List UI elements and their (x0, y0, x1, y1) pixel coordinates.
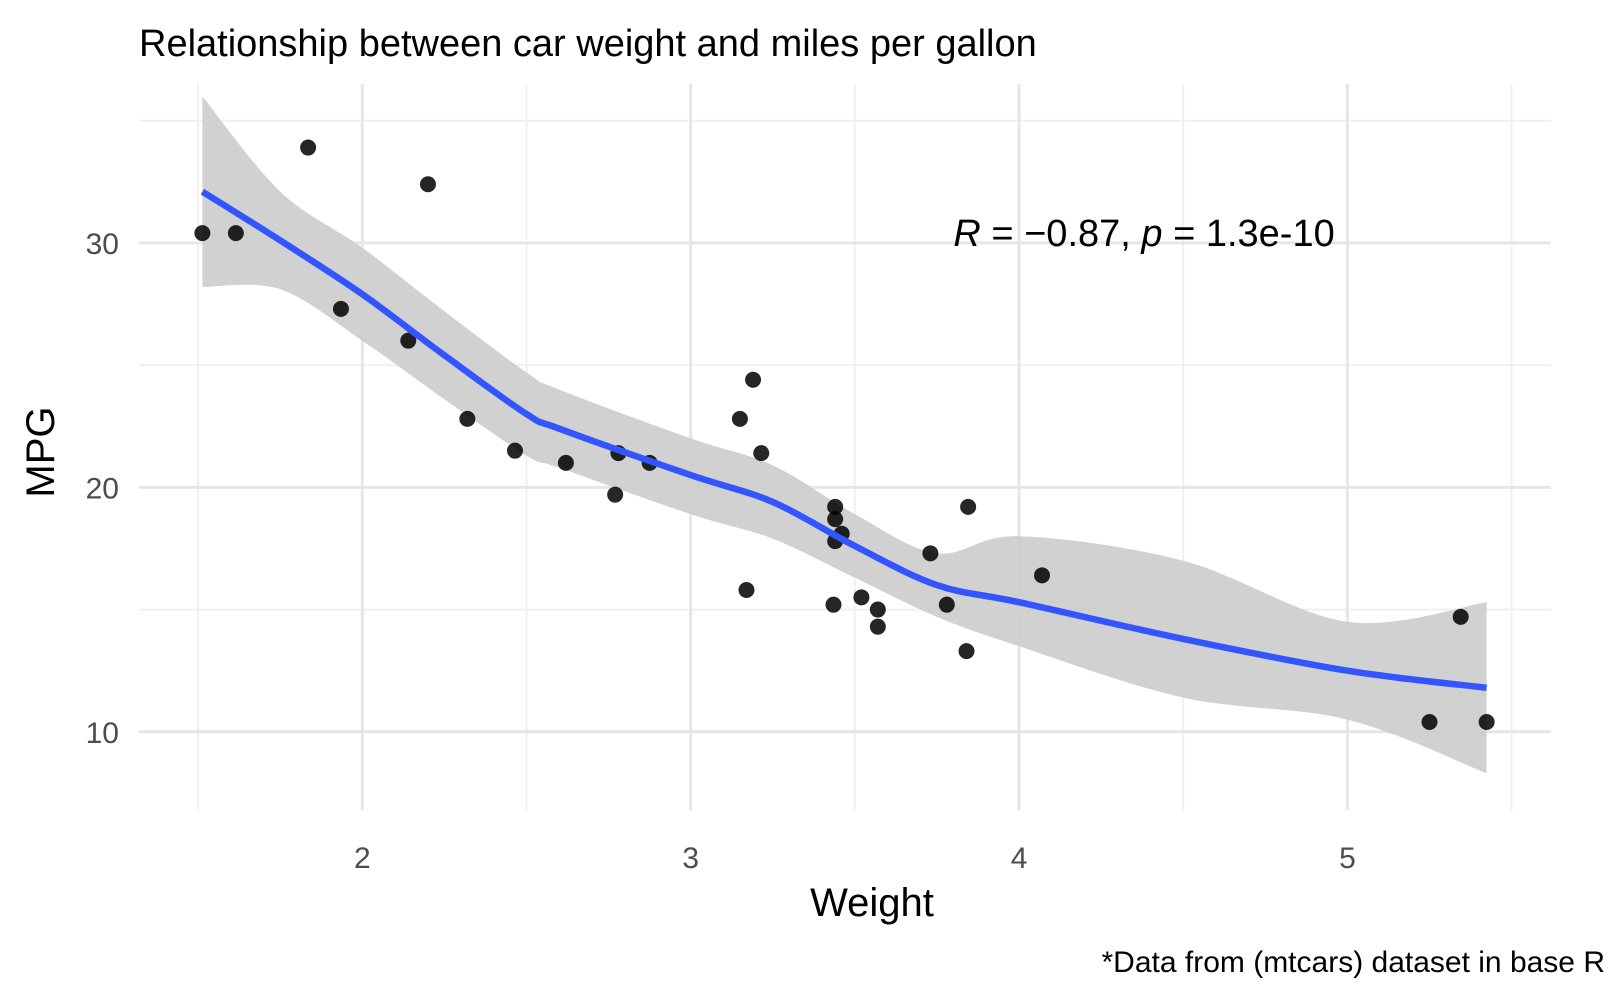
chart-title: Relationship between car weight and mile… (139, 23, 1037, 65)
smooth-line (200, 188, 1488, 692)
data-point-0 (557, 454, 574, 471)
data-point-30 (869, 601, 886, 618)
data-point-6 (869, 618, 886, 635)
data-point-4 (827, 511, 844, 528)
caption: *Data from (mtcars) dataset in base R (1101, 946, 1605, 979)
x-tick-label-0: 2 (354, 842, 371, 875)
data-point-13 (938, 596, 955, 613)
data-point-2 (459, 410, 476, 427)
correlation-annotation: R = −0.87, p = 1.3e-10 (953, 213, 1334, 255)
data-point-11 (1034, 567, 1051, 584)
x-tick-label-1: 3 (682, 842, 699, 875)
data-point-12 (922, 545, 939, 562)
data-point-24 (960, 498, 977, 515)
grid (139, 84, 1551, 810)
data-point-29 (607, 486, 624, 503)
data-point-21 (853, 589, 870, 606)
data-point-3 (753, 445, 770, 462)
y-tick-label-2: 30 (86, 228, 119, 261)
y-tick-label-1: 20 (86, 472, 119, 505)
data-point-9 (827, 498, 844, 515)
x-axis-title: Weight (810, 881, 934, 925)
data-point-8 (731, 410, 748, 427)
data-point-25 (332, 300, 349, 317)
data-point-20 (506, 442, 523, 459)
confidence-band (202, 96, 1487, 774)
tick-labels: 2 3 4 5 10 20 30 (86, 228, 1356, 875)
data-point-18 (227, 225, 244, 242)
data-point-22 (825, 596, 842, 613)
r-symbol: R (953, 213, 980, 255)
data-point-15 (1478, 714, 1495, 730)
p-symbol: p (1140, 213, 1162, 255)
confidence-band-layer (202, 96, 1487, 774)
x-tick-label-2: 4 (1011, 842, 1028, 875)
data-point-23 (958, 643, 975, 660)
r-value: = −0.87, (981, 213, 1142, 255)
data-point-17 (419, 176, 436, 193)
data-point-26 (400, 332, 417, 349)
data-point-7 (745, 371, 762, 388)
data-point-19 (300, 139, 317, 156)
y-tick-label-0: 10 (86, 717, 119, 750)
data-point-27 (194, 225, 211, 242)
data-point-28 (738, 582, 755, 598)
y-axis-title: MPG (19, 406, 63, 497)
x-tick-label-3: 5 (1339, 842, 1356, 875)
data-point-16 (1452, 608, 1469, 625)
data-point-14 (1421, 714, 1438, 730)
p-value: = 1.3e-10 (1163, 213, 1335, 255)
smooth-line-layer (200, 188, 1488, 692)
